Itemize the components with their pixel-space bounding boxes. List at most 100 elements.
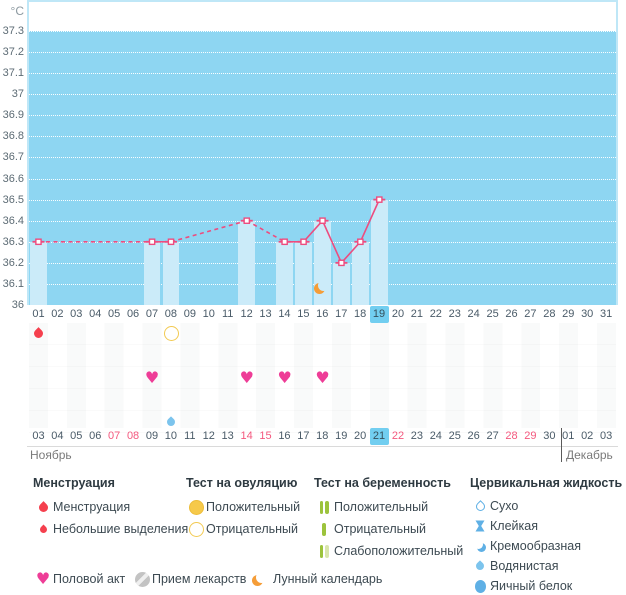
calendar-date-28[interactable]: 28 — [505, 430, 518, 442]
cycle-day-14[interactable]: 14 — [278, 308, 291, 320]
calendar-date-24[interactable]: 24 — [429, 430, 442, 442]
plot-border-right — [616, 0, 618, 305]
calendar-date-12[interactable]: 12 — [202, 430, 215, 442]
cycle-day-30[interactable]: 30 — [581, 308, 594, 320]
calendar-date-03[interactable]: 03 — [32, 430, 45, 442]
cycle-day-28[interactable]: 28 — [543, 308, 556, 320]
cycle-day-10[interactable]: 10 — [202, 308, 215, 320]
cycle-day-20[interactable]: 20 — [391, 308, 405, 320]
calendar-date-25[interactable]: 25 — [448, 430, 461, 442]
cycle-day-12[interactable]: 12 — [240, 308, 253, 320]
cycle-day-02[interactable]: 02 — [51, 308, 64, 320]
legend-extra-intercourse-heart: ♥ Половой акт — [33, 570, 125, 588]
calendar-date-13[interactable]: 13 — [221, 430, 234, 442]
cycle-day-07[interactable]: 07 — [145, 308, 159, 320]
calendar-date-30[interactable]: 30 — [543, 430, 556, 442]
legend-item-label: Отрицательный — [206, 522, 299, 536]
legend-item-label: Слабоположительный — [334, 544, 464, 558]
cycle-day-15[interactable]: 15 — [297, 308, 310, 320]
legend-item-label: Половой акт — [53, 572, 126, 586]
cycle-day-13[interactable]: 13 — [259, 308, 272, 320]
calendar-date-26[interactable]: 26 — [467, 430, 480, 442]
calendar-date-04[interactable]: 04 — [51, 430, 64, 442]
temperature-point — [338, 259, 345, 267]
cycle-day-17[interactable]: 17 — [335, 308, 348, 320]
plot-border-top — [27, 0, 618, 2]
cycle-day-23[interactable]: 23 — [448, 308, 461, 320]
cycle-day-18[interactable]: 18 — [354, 308, 367, 320]
calendar-date-21[interactable]: 21 — [369, 428, 389, 445]
cycle-day-11[interactable]: 11 — [221, 308, 234, 320]
calendar-date-23[interactable]: 23 — [410, 430, 424, 442]
temperature-tick-label: 36.7 — [2, 151, 24, 164]
event-row-intercourse: ♥ ♥ ♥ ♥ — [29, 367, 616, 389]
calendar-date-29[interactable]: 29 — [524, 430, 537, 442]
fluid-dry-icon — [473, 499, 487, 513]
cycle-day-22[interactable]: 22 — [429, 308, 442, 320]
cycle-day-05[interactable]: 05 — [108, 308, 121, 320]
temperature-bar — [276, 241, 293, 305]
legend-group-title: Тест на беременность — [314, 476, 451, 490]
legend-item-label: Отрицательный — [334, 522, 427, 536]
legend-item-pregnancy-positive: Положительный — [314, 496, 463, 518]
calendar-date-15[interactable]: 15 — [259, 430, 272, 442]
cycle-day-27[interactable]: 27 — [524, 308, 537, 320]
calendar-date-row: 03 04 05 06 07 08 09 10 11 12 13 14 15 16 17 18 19 20 21 22… — [29, 428, 616, 445]
legend-group-2: Тест на овуляцию Положительный Отрицательн… — [186, 476, 300, 540]
calendar-date-19[interactable]: 19 — [335, 430, 348, 442]
cycle-day-31[interactable]: 31 — [599, 308, 613, 320]
calendar-date-10[interactable]: 10 — [164, 430, 178, 442]
menstruation-drop-icon — [32, 327, 45, 340]
month-divider — [561, 428, 562, 462]
calendar-date-27[interactable]: 27 — [486, 430, 499, 442]
cycle-day-01[interactable]: 01 — [32, 308, 45, 320]
cycle-day-19[interactable]: 19 — [369, 306, 389, 323]
temperature-bar — [162, 241, 180, 305]
legend-item-label: Сухо — [490, 499, 519, 513]
pregnancy-weak-slot — [314, 544, 334, 558]
legend-item-fluid-eggwhite: Яичный белок — [470, 576, 622, 595]
event-row-menstruation-ovulation — [29, 323, 616, 345]
cycle-day-21[interactable]: 21 — [410, 308, 424, 320]
cycle-day-26[interactable]: 26 — [505, 308, 518, 320]
cycle-day-06[interactable]: 06 — [126, 308, 140, 320]
calendar-date-05[interactable]: 05 — [70, 430, 83, 442]
calendar-date-09[interactable]: 09 — [145, 430, 159, 442]
calendar-date-16[interactable]: 16 — [278, 430, 291, 442]
gridline — [29, 178, 616, 180]
gridline — [29, 136, 616, 138]
cycle-day-08[interactable]: 08 — [164, 308, 178, 320]
calendar-date-03[interactable]: 03 — [599, 430, 613, 442]
temperature-plot — [27, 0, 618, 305]
gridline — [29, 73, 616, 75]
calendar-date-14[interactable]: 14 — [240, 430, 253, 442]
pregnancy-positive-slot — [314, 500, 334, 514]
event-cell-day-8 — [162, 323, 181, 344]
cycle-day-03[interactable]: 03 — [70, 308, 83, 320]
temperature-tick-label: 37.3 — [2, 25, 24, 37]
ovulation-negative-icon — [163, 326, 179, 341]
legend-item-label: Положительный — [206, 500, 301, 514]
cycle-day-09[interactable]: 09 — [183, 308, 196, 320]
calendar-date-07[interactable]: 07 — [108, 430, 121, 442]
temperature-tick-label: 36.5 — [2, 193, 24, 206]
legend-group-title: Менструация — [33, 476, 115, 490]
event-cell-day-12: ♥ — [237, 367, 256, 388]
legend-item-label: Водянистая — [490, 559, 559, 573]
calendar-date-17[interactable]: 17 — [297, 430, 310, 442]
temperature-bar — [295, 241, 312, 305]
cycle-day-24[interactable]: 24 — [467, 308, 480, 320]
calendar-date-06[interactable]: 06 — [89, 430, 102, 442]
calendar-date-08[interactable]: 08 — [126, 430, 140, 442]
calendar-date-20[interactable]: 20 — [354, 430, 367, 442]
calendar-date-18[interactable]: 18 — [316, 430, 329, 442]
temperature-bar — [143, 241, 161, 305]
calendar-date-01[interactable]: 01 — [562, 430, 575, 442]
cycle-day-25[interactable]: 25 — [486, 308, 499, 320]
cycle-day-04[interactable]: 04 — [89, 308, 102, 320]
calendar-date-11[interactable]: 11 — [184, 430, 196, 442]
cycle-day-29[interactable]: 29 — [562, 308, 575, 320]
cycle-day-16[interactable]: 16 — [316, 308, 329, 320]
calendar-date-22[interactable]: 22 — [391, 430, 405, 442]
calendar-date-02[interactable]: 02 — [581, 430, 594, 442]
